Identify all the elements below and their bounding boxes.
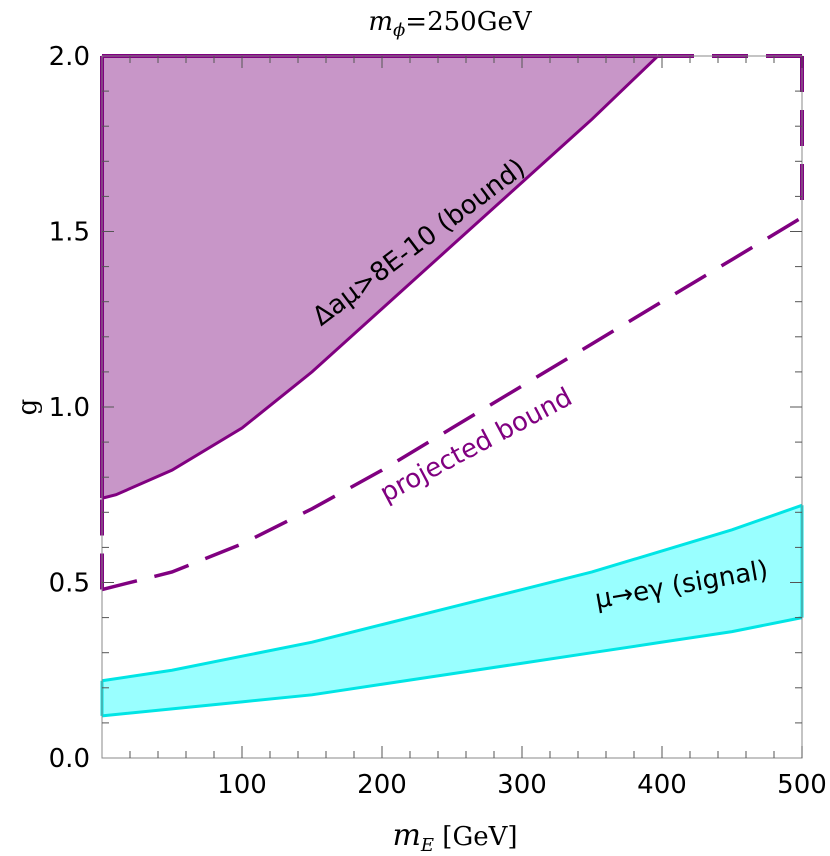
bound-region xyxy=(102,56,658,499)
bound-line xyxy=(101,54,659,500)
chart-title: mϕ=250GeV xyxy=(368,7,533,41)
x-tick-label: 200 xyxy=(357,770,407,800)
x-tick-label: 300 xyxy=(497,770,547,800)
signal-band xyxy=(102,505,802,716)
y-tick-label: 1.5 xyxy=(49,218,90,248)
x-axis-label: mE [GeV] xyxy=(392,818,517,856)
axis-ticks xyxy=(102,56,803,758)
tick-labels: 100 200 300 400 500 0.0 0.5 1.0 1.5 2.0 xyxy=(49,42,827,800)
signal-lower-line xyxy=(101,616,803,718)
annotation-1: projected bound xyxy=(375,382,577,508)
x-tick-label: 100 xyxy=(217,770,267,800)
x-tick-label: 500 xyxy=(777,770,827,800)
signal-upper-line xyxy=(101,503,803,683)
y-tick-label: 2.0 xyxy=(49,42,90,72)
y-axis-label: g xyxy=(13,399,43,416)
y-tick-label: 0.0 xyxy=(49,744,90,774)
y-tick-label: 1.0 xyxy=(49,393,90,423)
projected-bound-line xyxy=(101,215,803,592)
x-tick-label: 400 xyxy=(637,770,687,800)
y-tick-label: 0.5 xyxy=(49,569,90,599)
